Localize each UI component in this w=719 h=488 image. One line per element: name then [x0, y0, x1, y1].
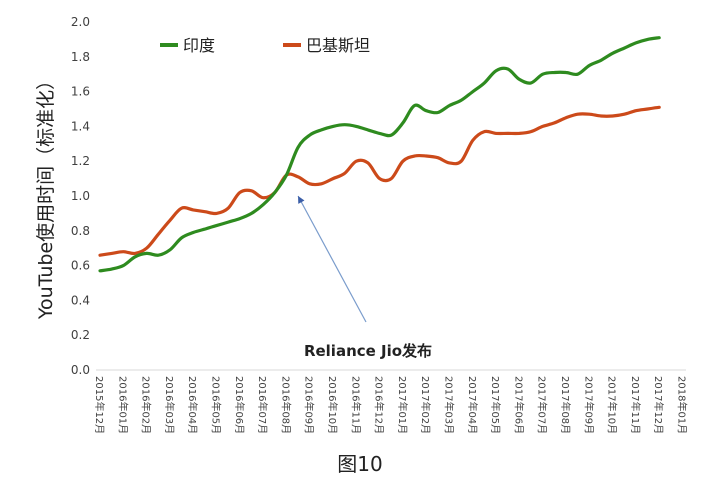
- x-tick-label: 2017年02月: [419, 376, 432, 434]
- x-tick-label: 2016年08月: [279, 376, 292, 434]
- x-tick-label: 2017年10月: [606, 376, 619, 434]
- x-tick-label: 2016年10月: [326, 376, 339, 434]
- x-tick-label: 2018年01月: [676, 376, 689, 434]
- x-tick-label: 2017年07月: [536, 376, 549, 434]
- y-tick-label: 0.8: [71, 224, 90, 238]
- x-tick-label: 2016年02月: [140, 376, 153, 434]
- y-tick-label: 1.4: [71, 119, 90, 133]
- x-tick-label: 2017年12月: [652, 376, 665, 434]
- x-tick-label: 2017年01月: [396, 376, 409, 434]
- x-tick-label: 2016年01月: [116, 376, 129, 434]
- annotation-arrow: [297, 195, 367, 323]
- x-tick-label: 2017年11月: [629, 376, 642, 434]
- annotation-arrowhead: [298, 196, 305, 204]
- y-tick-label: 1.6: [71, 85, 90, 99]
- y-tick-label: 2.0: [71, 15, 90, 29]
- legend: 印度 巴基斯坦: [160, 36, 370, 55]
- y-tick-label: 1.0: [71, 189, 90, 203]
- x-tick-label: 2015年12月: [93, 376, 106, 434]
- y-axis-ticks: 0.0 0.2 0.4 0.6 0.8 1.0 1.2 1.4 1.6 1.8 2.0: [71, 15, 90, 377]
- x-tick-label: 2017年06月: [512, 376, 525, 434]
- legend-label-india: 印度: [183, 36, 215, 55]
- x-tick-label: 2017年04月: [466, 376, 479, 434]
- y-tick-label: 0.4: [71, 293, 90, 307]
- annotation-group: Reliance Jio发布: [297, 195, 432, 360]
- x-tick-label: 2017年09月: [582, 376, 595, 434]
- series-line-pakistan: [98, 105, 661, 257]
- x-tick-label: 2016年06月: [233, 376, 246, 434]
- x-tick-label: 2017年08月: [559, 376, 572, 434]
- x-tick-label: 2016年09月: [303, 376, 316, 434]
- y-tick-label: 1.2: [71, 154, 90, 168]
- y-axis-label-group: YouTube使用时间（标准化）: [35, 71, 57, 320]
- y-tick-label: 0.6: [71, 259, 90, 273]
- x-axis-ticks: 2015年12月 2016年01月 2016年02月 2016年03月 2016年04月…: [93, 376, 689, 434]
- annotation-label: Reliance Jio发布: [304, 342, 432, 360]
- y-tick-label: 0.0: [71, 363, 90, 377]
- x-tick-label: 2016年04月: [186, 376, 199, 434]
- legend-label-pakistan: 巴基斯坦: [306, 36, 370, 55]
- x-tick-label: 2016年05月: [210, 376, 223, 434]
- x-tick-label: 2017年03月: [443, 376, 456, 434]
- x-tick-label: 2016年11月: [349, 376, 362, 434]
- x-tick-label: 2017年05月: [489, 376, 502, 434]
- y-axis-label: YouTube使用时间（标准化）: [35, 71, 57, 320]
- series-line-india: [98, 36, 661, 273]
- x-tick-label: 2016年12月: [373, 376, 386, 434]
- y-tick-label: 0.2: [71, 328, 90, 342]
- figure-caption: 图10: [337, 452, 382, 476]
- series-lines: [98, 36, 661, 273]
- x-tick-label: 2016年03月: [163, 376, 176, 434]
- x-tick-label: 2016年07月: [256, 376, 269, 434]
- y-tick-label: 1.8: [71, 50, 90, 64]
